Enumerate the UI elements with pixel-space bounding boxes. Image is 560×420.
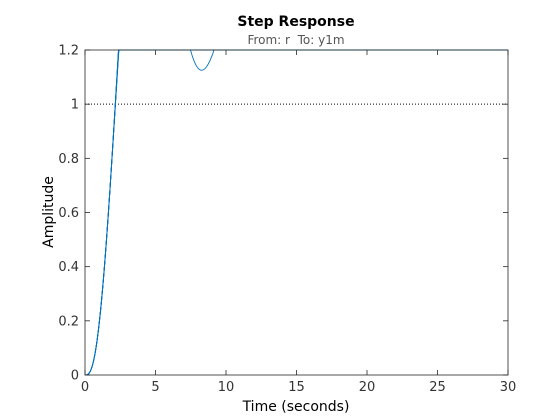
x-tick-label: 20 bbox=[359, 380, 376, 395]
tick-labels: 0 5 10 15 20 25 30 0 0.2 0.4 0.6 0.8 1 1.2 bbox=[58, 44, 516, 396]
y-tick-label: 1 bbox=[71, 98, 79, 113]
x-tick-label: 30 bbox=[500, 380, 517, 395]
chart-subtitle: From: r To: y1m bbox=[247, 33, 344, 47]
y-tick-label: 0.2 bbox=[58, 314, 79, 329]
x-tick-label: 0 bbox=[81, 380, 89, 395]
y-tick-label: 0.4 bbox=[58, 260, 79, 275]
x-axis-label: Time (seconds) bbox=[242, 399, 350, 415]
y-tick-label: 0 bbox=[71, 369, 79, 384]
x-tick-label: 15 bbox=[288, 380, 305, 395]
x-tick-label: 25 bbox=[429, 380, 446, 395]
y-tick-label: 0.8 bbox=[58, 152, 79, 167]
plot-area bbox=[85, 50, 508, 375]
axes-box bbox=[84, 49, 509, 376]
chart-title: Step Response bbox=[237, 14, 354, 30]
y-tick-label: 0.6 bbox=[58, 206, 79, 221]
y-tick-label: 1.2 bbox=[58, 44, 79, 59]
x-tick-label: 10 bbox=[218, 380, 235, 395]
y-axis-label: Amplitude bbox=[41, 176, 57, 248]
x-tick-label: 5 bbox=[151, 380, 159, 395]
